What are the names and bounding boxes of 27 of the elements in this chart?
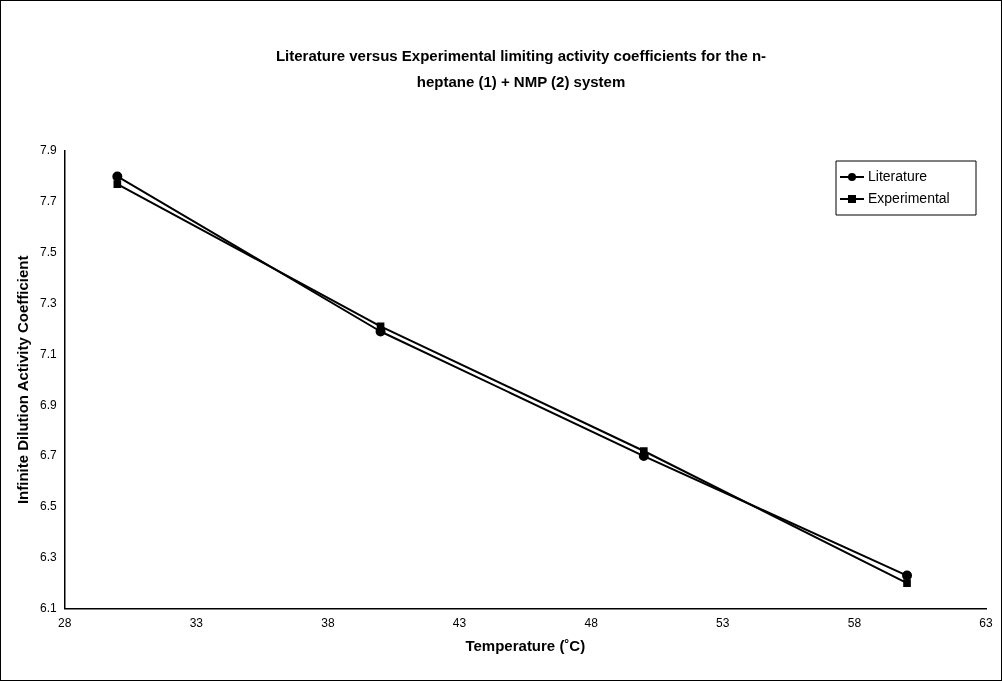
x-tick-label: 63 <box>979 616 993 631</box>
y-tick-label: 6.9 <box>39 397 57 412</box>
x-tick-label: 43 <box>452 616 467 631</box>
point <box>903 579 911 588</box>
y-tick-label: 6.3 <box>39 550 57 565</box>
chart-title: Literature versus Experimental limiting activity coefficients for the n-heptane (1) + NMP (2) system <box>274 46 768 92</box>
x-tick-label: 53 <box>716 616 730 631</box>
y-tick-label: 7.9 <box>39 143 57 158</box>
y-tick-label: 7.3 <box>39 295 57 310</box>
x-tick-label: 38 <box>321 616 335 631</box>
point <box>112 171 123 182</box>
x-axis-title: Temperature (˚C) <box>465 637 586 655</box>
point <box>113 180 122 188</box>
legend-label: Experimental <box>868 189 950 206</box>
x-tick-label: 58 <box>847 616 862 631</box>
y-tick-label: 6.5 <box>39 499 57 514</box>
y-tick-label: 7.5 <box>39 245 57 259</box>
x-tick-label: 48 <box>584 616 599 631</box>
y-tick-label: 6.7 <box>39 448 57 463</box>
x-tick-label: 28 <box>58 616 72 631</box>
y-axis-title: Infinite Dilution Activity Coefficient <box>14 255 32 505</box>
legend-label: Literature <box>868 167 928 184</box>
x-tick-label: 33 <box>189 616 204 631</box>
y-tick-label: 7.7 <box>39 194 57 209</box>
y-tick-label: 6.1 <box>39 600 57 615</box>
point <box>902 570 913 581</box>
y-tick-label: 7.1 <box>39 346 57 361</box>
